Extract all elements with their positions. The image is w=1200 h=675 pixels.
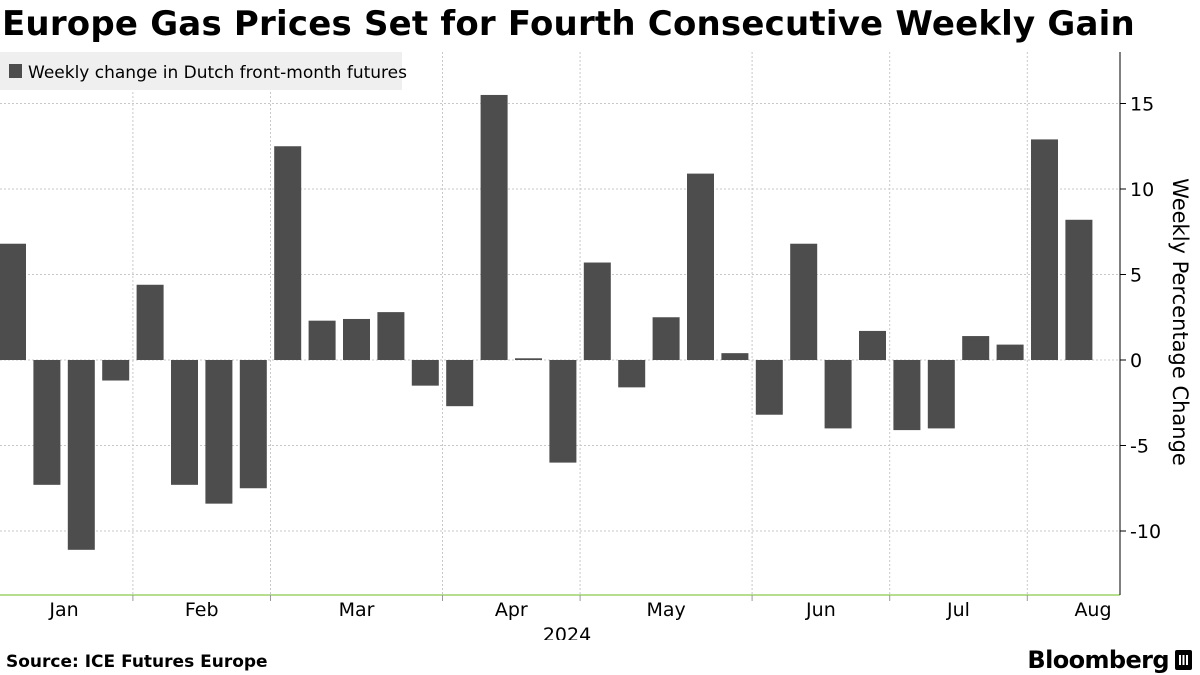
y-tick-label: 10 [1130,179,1154,201]
bar [411,360,439,386]
bar [205,360,233,504]
y-tick-label: 0 [1130,350,1142,372]
bar [480,94,508,360]
bar [996,344,1024,360]
bar [102,360,130,381]
bar [583,262,611,360]
y-axis-ticks: 15 10 5 0 -5 -10 [1119,52,1161,595]
x-axis-year-label: 2024 [543,624,591,640]
bar [652,317,680,360]
x-axis-ticks: Jan Feb Mar Apr May Jun Jul Aug [48,595,1112,621]
x-tick-label: Aug [1074,599,1111,621]
legend-background [0,52,402,90]
x-tick-label: Mar [339,599,375,621]
y-tick-label: 15 [1130,94,1154,116]
y-tick-label: -10 [1130,521,1161,543]
brand-name: Bloomberg [1027,646,1169,674]
bar [927,360,955,429]
legend-label: Weekly change in Dutch front-month futur… [28,63,407,83]
bar [859,330,886,360]
bar [446,360,474,407]
terminal-icon [1175,650,1192,670]
bar [721,353,749,360]
x-tick-label: Apr [495,599,528,621]
bar-chart: 15 10 5 0 -5 -10 Jan Feb Mar Apr May Jun Jul Aug Wee… [0,52,1192,640]
x-tick-label: Jun [805,599,836,621]
legend: Weekly change in Dutch front-month futur… [0,52,407,90]
grid-lines [0,52,1120,595]
bar [893,360,921,431]
bar [33,360,61,485]
bars [0,94,1093,550]
bar [515,358,542,360]
bar [962,336,990,360]
chart-title: Europe Gas Prices Set for Fourth Consecu… [2,4,1135,44]
source-note: Source: ICE Futures Europe [6,652,268,672]
bar [274,146,302,360]
bar [790,243,818,360]
bar [687,173,714,360]
bar [171,360,198,485]
brand-logo: Bloomberg [1027,646,1192,674]
bar [1031,139,1058,360]
bar [308,320,336,360]
y-tick-label: -5 [1130,436,1149,458]
x-tick-label: May [646,599,685,621]
x-tick-label: Feb [185,599,219,621]
bar [549,360,577,463]
x-tick-label: Jan [48,599,78,621]
y-tick-label: 5 [1130,265,1142,287]
bar [824,360,852,429]
bar [618,360,646,388]
bar [67,360,95,550]
bar [239,360,267,489]
legend-swatch [9,64,22,78]
bar [0,243,26,360]
bar [377,312,405,360]
bar [1065,219,1093,360]
x-tick-label: Jul [946,599,970,621]
y-axis-label: Weekly Percentage Change [1168,178,1192,466]
bar [136,284,164,360]
bar [343,318,370,360]
bar [755,360,783,415]
